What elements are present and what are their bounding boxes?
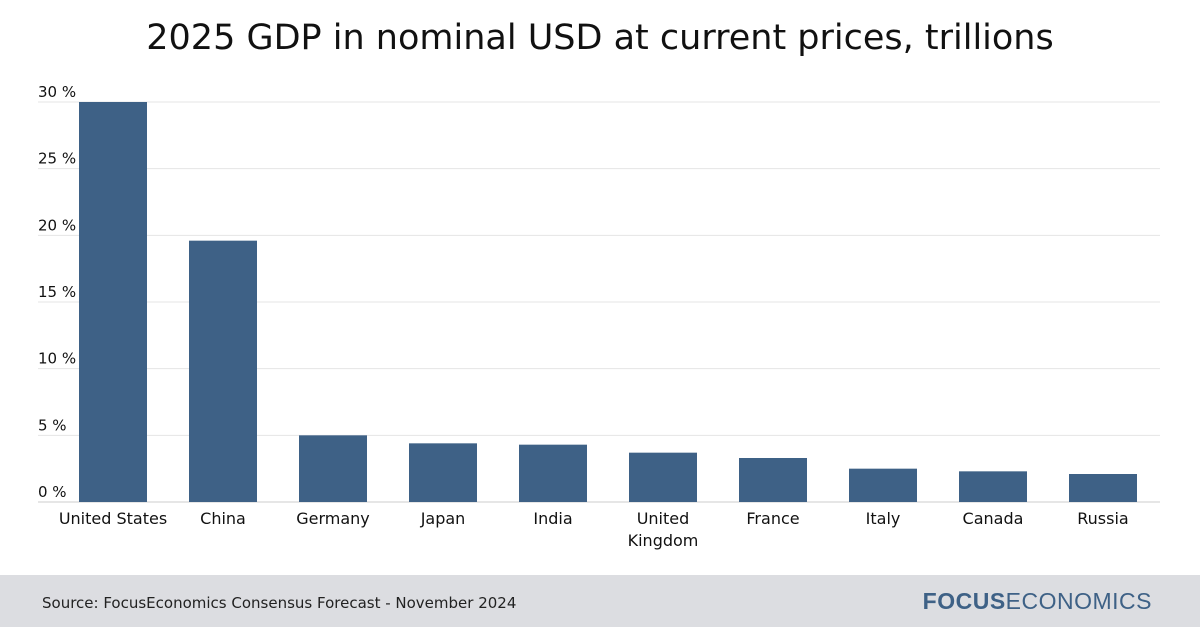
y-tick-label: 0 % [38,483,67,501]
source-note: Source: FocusEconomics Consensus Forecas… [42,594,517,612]
bar-france [739,458,807,502]
bar-united-kingdom [629,452,697,502]
bar-india [519,444,587,502]
x-tick-label: Italy [866,509,901,528]
y-tick-label: 15 % [38,283,76,301]
y-tick-label: 30 % [38,83,76,101]
chart-title: 2025 GDP in nominal USD at current price… [146,18,1054,58]
x-tick-label: United Kingdom [628,509,699,550]
y-tick-label: 25 % [38,150,76,168]
bar-germany [299,435,367,502]
x-tick-label: France [746,509,799,528]
bar-chart: 0 % 5 % 10 % 15 % 20 % 25 % 30 % United States… [38,83,1160,550]
bar-japan [409,443,477,502]
x-tick-label: India [533,509,572,528]
footer: Source: FocusEconomics Consensus Forecas… [0,575,1200,627]
y-tick-label: 5 % [38,416,67,434]
x-tick-label: United States [59,509,167,528]
bar-china [189,240,257,502]
bars [79,102,1137,502]
x-tick-label: China [200,509,246,528]
bar-united-states [79,102,147,502]
x-tick-label: Japan [420,509,466,528]
focuseconomics-logo: FOCUSECONOMICS [923,588,1152,615]
x-tick-label: Canada [963,509,1024,528]
bar-italy [849,468,917,502]
y-tick-label: 10 % [38,350,76,368]
x-axis-labels: United States China Germany Japan India Unite… [59,509,1129,550]
logo-light-text: ECONOMICS [1005,588,1152,614]
y-axis-ticks: 0 % 5 % 10 % 15 % 20 % 25 % 30 % [38,83,76,501]
logo-bold-text: FOCUS [922,588,1006,614]
x-tick-label: Russia [1077,509,1128,528]
y-tick-label: 20 % [38,216,76,234]
bar-canada [959,471,1027,502]
bar-russia [1069,474,1137,502]
x-tick-label: Germany [296,509,370,528]
